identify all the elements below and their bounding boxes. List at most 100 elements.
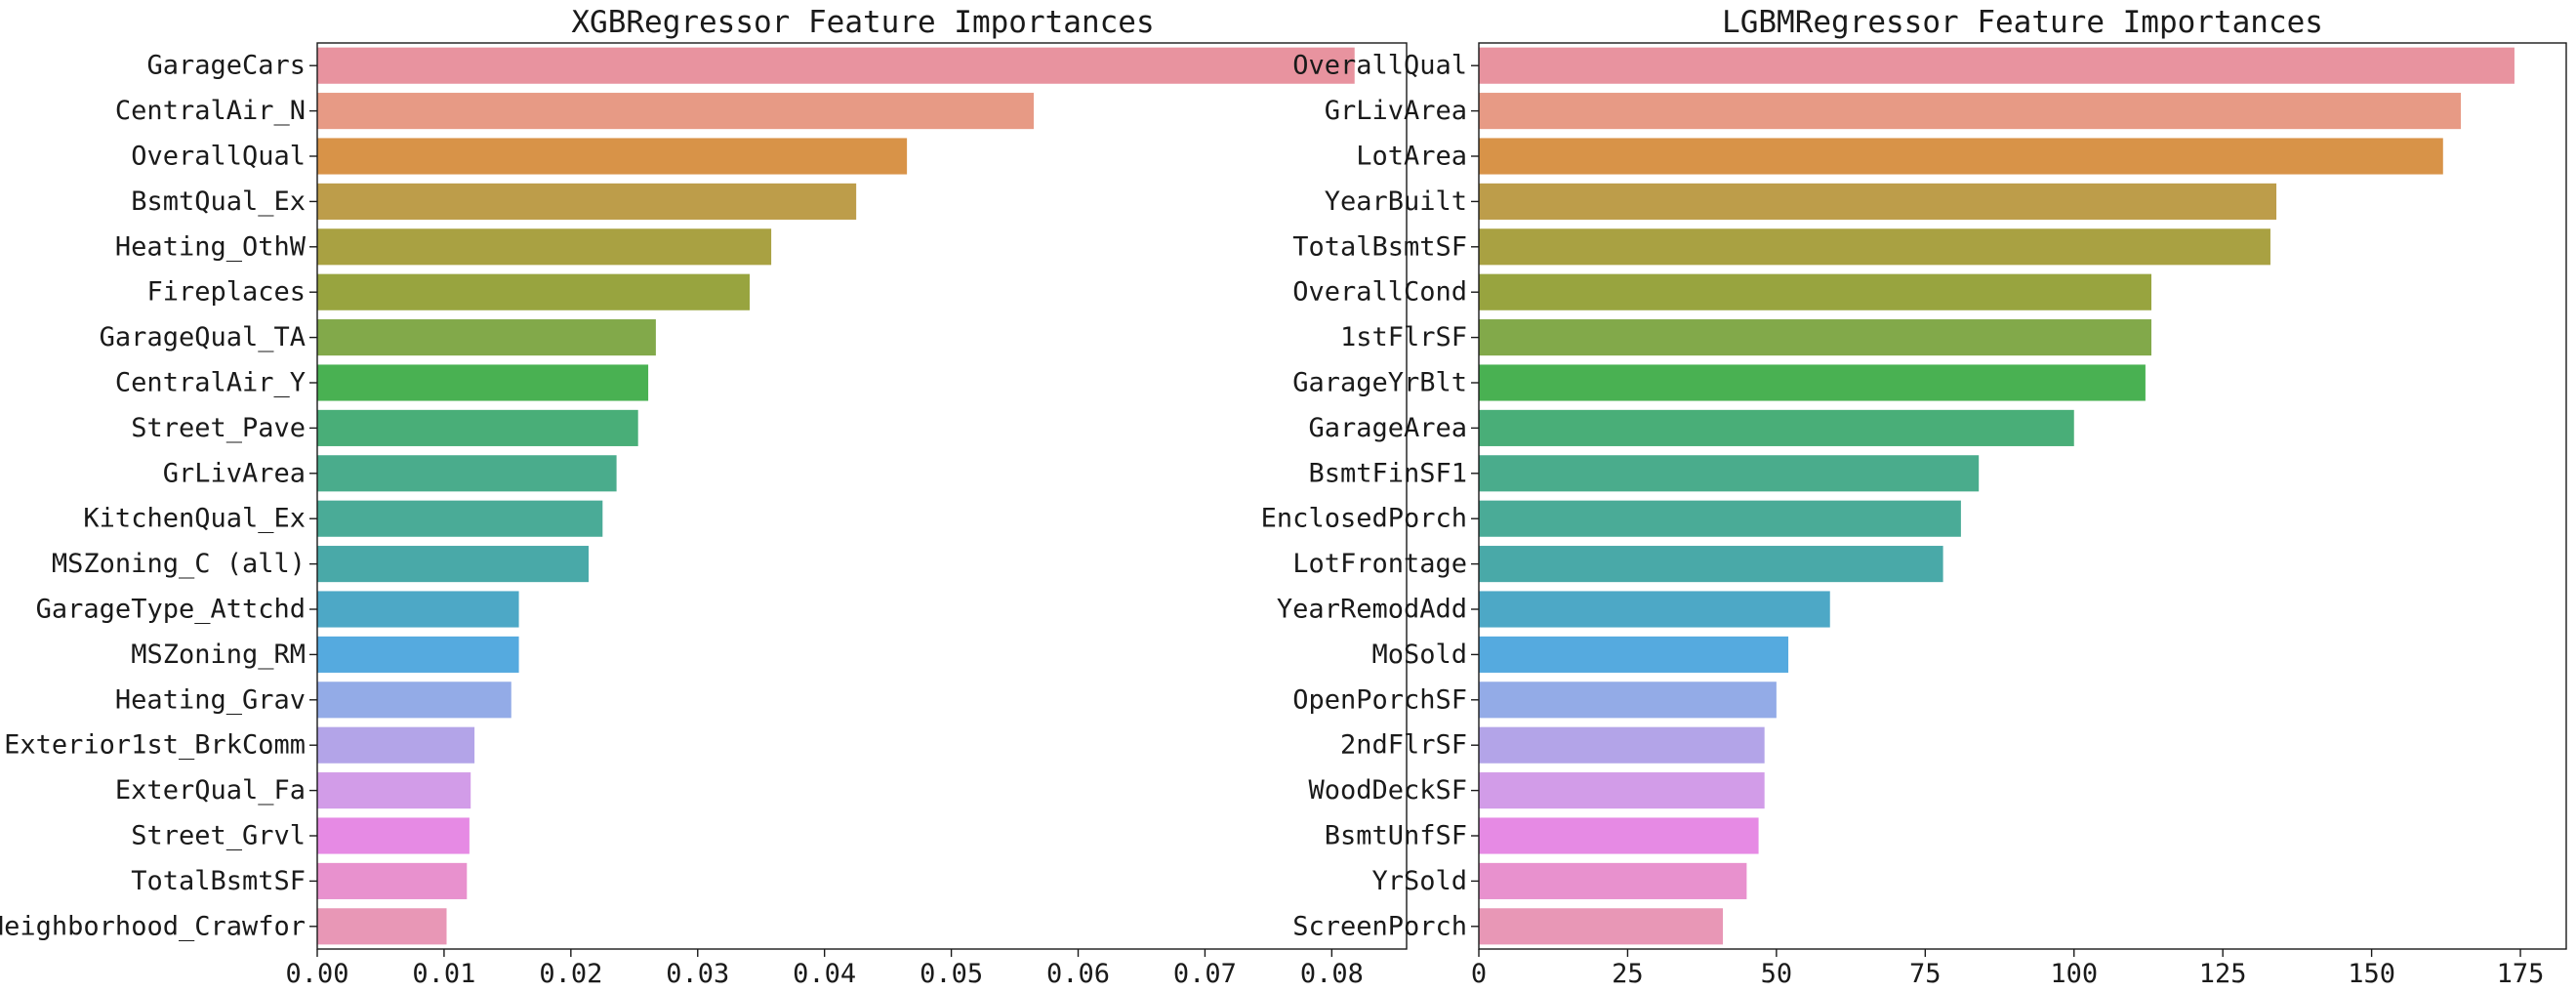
- lgbm-bar-lotarea: [1479, 138, 2443, 175]
- lgbm-x-tick-label: 25: [1612, 959, 1644, 989]
- xgb-feature-label: CentralAir_N: [115, 96, 306, 126]
- lgbm-feature-label: LotArea: [1356, 142, 1467, 172]
- xgb-x-tick-label: 0.00: [285, 959, 348, 989]
- xgb-chart-title: XGBRegressor Feature Importances: [571, 5, 1154, 40]
- xgb-feature-label: BsmtQual_Ex: [131, 186, 306, 217]
- xgb-x-tick-label: 0.03: [666, 959, 729, 989]
- xgb-feature-label: CentralAir_Y: [115, 368, 306, 398]
- lgbm-bar-enclosedporch: [1479, 500, 1961, 537]
- xgb-bar-overallqual: [317, 138, 908, 175]
- lgbm-bar-wooddecksf: [1479, 772, 1765, 809]
- xgb-feature-label: TotalBsmtSF: [131, 866, 306, 896]
- lgbm-feature-label: EnclosedPorch: [1261, 504, 1467, 534]
- xgb-feature-label: GarageType_Attchd: [36, 595, 306, 625]
- lgbm-feature-label: BsmtUnfSF: [1325, 821, 1467, 851]
- lgbm-feature-label: YrSold: [1371, 866, 1467, 896]
- xgb-bar-fireplaces: [317, 273, 751, 310]
- xgb-bars: [317, 47, 1355, 945]
- lgbm-bar-yearremodadd: [1479, 591, 1830, 628]
- xgb-feature-label: MSZoning_RM: [131, 640, 306, 670]
- xgb-x-tick-label: 0.08: [1300, 959, 1364, 989]
- lgbm-bar-bsmtfinsf1: [1479, 455, 1980, 492]
- lgbm-bars: [1479, 47, 2515, 945]
- xgb-bar-bsmtqual-ex: [317, 183, 857, 220]
- xgb-bar-neighborhood-crawfor: [317, 908, 447, 945]
- xgb-bar-centralair-n: [317, 93, 1035, 130]
- lgbm-feature-labels: OverallQual GrLivArea LotArea YearBuilt Tota…: [1261, 51, 1479, 941]
- lgbm-bar-garageyrblt: [1479, 364, 2146, 401]
- lgbm-bar-lotfrontage: [1479, 546, 1943, 583]
- xgb-bar-centralair-y: [317, 364, 649, 401]
- lgbm-bar-bsmtunfsf: [1479, 817, 1759, 854]
- xgb-feature-label: Heating_Grav: [115, 684, 306, 715]
- xgb-bar-street-pave: [317, 409, 638, 446]
- xgb-bar-garagetype-attchd: [317, 591, 519, 628]
- xgb-feature-label: GrLivArea: [163, 458, 306, 488]
- xgb-bar-mszoning-rm: [317, 636, 519, 673]
- lgbm-feature-label: BsmtFinSF1: [1308, 458, 1467, 488]
- lgbm-feature-label: GarageYrBlt: [1292, 368, 1467, 398]
- lgbm-chart-panel: LGBMRegressor Feature Importances Overal…: [1261, 5, 2567, 989]
- xgb-feature-label: Street_Pave: [131, 413, 306, 443]
- xgb-bar-heating-grav: [317, 682, 511, 719]
- xgb-bar-exterqual-fa: [317, 772, 471, 809]
- xgb-feature-label: MSZoning_C (all): [52, 549, 306, 579]
- lgbm-bar-totalbsmtsf: [1479, 228, 2270, 266]
- xgb-x-tick-label: 0.02: [539, 959, 602, 989]
- xgb-bar-grlivarea: [317, 455, 617, 492]
- lgbm-feature-label: YearRemodAdd: [1277, 595, 1467, 625]
- lgbm-feature-label: MoSold: [1371, 640, 1467, 670]
- lgbm-feature-label: GrLivArea: [1325, 96, 1467, 126]
- lgbm-feature-label: WoodDeckSF: [1308, 775, 1467, 806]
- lgbm-bar-yrsold: [1479, 862, 1747, 899]
- lgbm-x-tick-label: 75: [1909, 959, 1942, 989]
- xgb-bar-garagecars: [317, 47, 1355, 84]
- xgb-bar-kitchenqual-ex: [317, 500, 603, 537]
- lgbm-feature-label: 2ndFlrSF: [1340, 730, 1467, 761]
- lgbm-feature-label: LotFrontage: [1292, 549, 1467, 579]
- lgbm-bar-mosold: [1479, 636, 1789, 673]
- xgb-feature-label: Exterior1st_BrkComm: [4, 730, 306, 761]
- xgb-bar-garagequal-ta: [317, 319, 656, 356]
- lgbm-bar-garagearea: [1479, 409, 2074, 446]
- lgbm-feature-label: OverallCond: [1292, 277, 1467, 308]
- lgbm-x-tick-label: 100: [2050, 959, 2098, 989]
- lgbm-feature-label: OverallQual: [1292, 51, 1467, 81]
- xgb-feature-label: OverallQual: [131, 142, 306, 172]
- lgbm-x-tick-label: 150: [2348, 959, 2395, 989]
- xgb-bar-heating-othw: [317, 228, 772, 266]
- lgbm-feature-label: ScreenPorch: [1292, 911, 1467, 941]
- lgbm-x-tick-label: 0: [1471, 959, 1487, 989]
- lgbm-x-tick-label: 125: [2199, 959, 2247, 989]
- xgb-feature-label: GarageQual_TA: [100, 322, 306, 352]
- xgb-bar-street-grvl: [317, 817, 470, 854]
- lgbm-x-tick-label: 50: [1761, 959, 1793, 989]
- lgbm-feature-label: TotalBsmtSF: [1292, 231, 1467, 262]
- xgb-x-tick-label: 0.01: [412, 959, 475, 989]
- xgb-x-tick-label: 0.04: [793, 959, 856, 989]
- xgb-feature-label: Heating_OthW: [115, 231, 307, 262]
- lgbm-bar-yearbuilt: [1479, 183, 2277, 220]
- lgbm-feature-label: YearBuilt: [1325, 186, 1467, 217]
- xgb-bar-exterior1st-brkcomm: [317, 726, 475, 764]
- xgb-bar-totalbsmtsf: [317, 862, 468, 899]
- lgbm-x-tick-label: 175: [2497, 959, 2545, 989]
- xgb-feature-labels: GarageCars CentralAir_N OverallQual BsmtQua…: [0, 51, 317, 941]
- lgbm-feature-label: OpenPorchSF: [1292, 684, 1467, 715]
- lgbm-chart-title: LGBMRegressor Feature Importances: [1722, 5, 2323, 40]
- lgbm-feature-label: GarageArea: [1308, 413, 1467, 443]
- lgbm-bar-screenporch: [1479, 908, 1723, 945]
- lgbm-feature-label: 1stFlrSF: [1340, 322, 1467, 352]
- lgbm-axes-frame: [1478, 42, 2567, 950]
- xgb-chart-panel: XGBRegressor Feature Importances GarageC…: [0, 5, 1408, 989]
- xgb-feature-label: Street_Grvl: [131, 821, 306, 851]
- xgb-feature-label: Neighborhood_Crawfor: [0, 911, 306, 941]
- lgbm-bar-overallqual: [1479, 47, 2515, 84]
- lgbm-x-axis-ticks: 0 25 50 75 100 125 150 175: [1471, 949, 2545, 989]
- lgbm-bar-1stflrsf: [1479, 319, 2152, 356]
- xgb-x-axis-ticks: 0.00 0.01 0.02 0.03 0.04 0.05 0.06 0.07 0.08: [285, 949, 1364, 989]
- lgbm-bar-grlivarea: [1479, 93, 2462, 130]
- lgbm-bar-openporchsf: [1479, 682, 1777, 719]
- xgb-feature-label: GarageCars: [146, 51, 306, 81]
